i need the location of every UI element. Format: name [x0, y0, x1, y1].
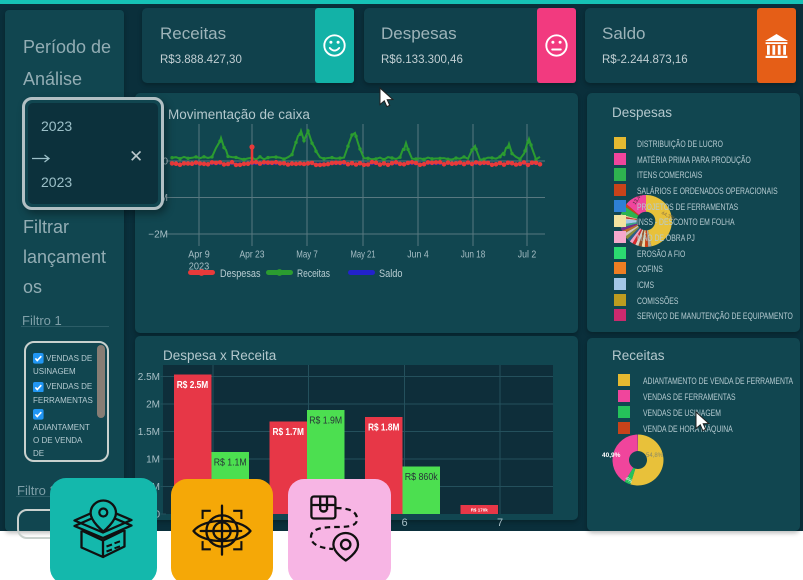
- svg-text:Jul 2: Jul 2: [518, 250, 537, 261]
- svg-text:2.5M: 2.5M: [138, 372, 160, 383]
- svg-text:0: 0: [154, 510, 160, 521]
- svg-text:Saldo: Saldo: [379, 268, 403, 280]
- svg-text:May 7: May 7: [296, 250, 318, 261]
- svg-text:R$ 170k: R$ 170k: [471, 508, 489, 513]
- svg-text:44,3%: 44,3%: [660, 210, 676, 222]
- svg-text:2023: 2023: [189, 262, 210, 273]
- svg-text:R$ 1.9M: R$ 1.9M: [309, 416, 342, 427]
- svg-text:R$ 1.8M: R$ 1.8M: [368, 423, 400, 434]
- svg-text:R$ 860k: R$ 860k: [405, 472, 439, 483]
- svg-text:7: 7: [497, 517, 503, 529]
- svg-text:Receitas: Receitas: [297, 268, 330, 280]
- svg-text:May 21: May 21: [351, 250, 376, 261]
- svg-text:Despesas: Despesas: [220, 268, 261, 280]
- svg-text:1M: 1M: [146, 455, 160, 466]
- svg-text:Apr 9: Apr 9: [188, 250, 210, 261]
- svg-text:4%: 4%: [624, 476, 634, 485]
- svg-text:Apr 23: Apr 23: [240, 250, 265, 261]
- svg-text:6: 6: [401, 517, 407, 529]
- svg-text:R$ 2.5M: R$ 2.5M: [177, 380, 209, 391]
- svg-text:1.5M: 1.5M: [138, 427, 160, 438]
- svg-text:54,8%: 54,8%: [646, 453, 664, 459]
- svg-text:Jun 4: Jun 4: [407, 250, 429, 261]
- svg-text:0: 0: [162, 157, 168, 168]
- svg-text:40,9%: 40,9%: [602, 452, 621, 459]
- svg-text:R$ 1.7M: R$ 1.7M: [272, 427, 304, 438]
- svg-text:2M: 2M: [146, 400, 160, 411]
- svg-text:−2M: −2M: [148, 230, 168, 241]
- svg-text:Jun 18: Jun 18: [461, 250, 486, 261]
- svg-text:R$ 1.1M: R$ 1.1M: [214, 458, 247, 469]
